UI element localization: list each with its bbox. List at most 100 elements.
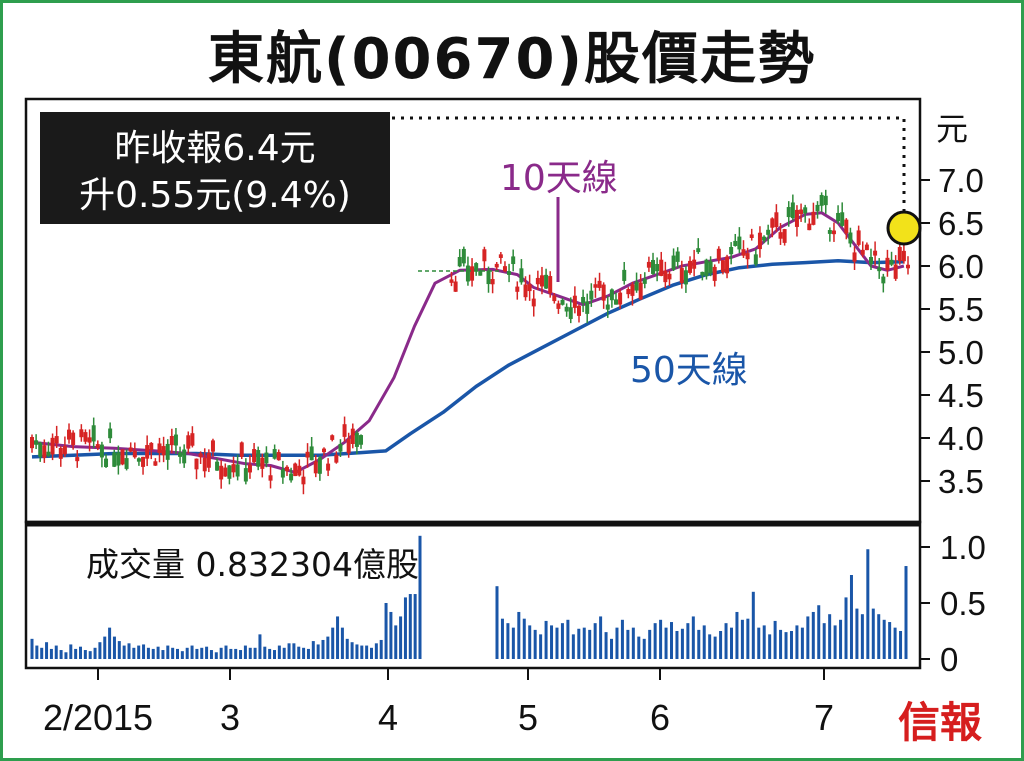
candle-body [609,289,614,301]
volume-bar [365,645,369,659]
price-axis: 3.5 4.0 4.5 5.0 5.5 6.0 6.5 7.0 [920,162,984,500]
volume-bar [648,629,652,659]
candle-body [663,270,668,283]
candle-body [531,298,536,307]
volume-bar [784,632,788,659]
candle-body [474,263,479,272]
volume-label: 成交量 0.832304億股 [86,545,419,584]
candle-body [646,261,651,268]
volume-bar [588,629,592,659]
candle-body [494,263,499,268]
volume-bar [822,623,826,659]
candle-body [576,305,581,316]
candle-body [157,443,162,453]
candle-body [350,428,355,444]
candle-body [112,452,117,467]
volume-bar [384,603,388,659]
volume-bar [620,619,624,659]
time-tick-label: 7 [814,697,834,738]
volume-bar [582,627,586,659]
candle-body [881,276,886,284]
volume-bar [69,644,73,659]
volume-bar [268,648,272,659]
price-tick-label: 5.5 [938,291,984,328]
candle-body [782,229,787,243]
volume-bar [691,616,695,659]
volume-bar [234,648,238,659]
volume-bar [522,618,526,659]
volume-bar [176,648,179,659]
candle-body [449,279,454,283]
volume-bar [83,650,87,659]
candle-body [897,247,902,261]
candle-body [498,254,503,258]
volume-bar [205,646,209,659]
candle-body [169,435,174,446]
candle-body [54,436,59,444]
candle-body [280,469,285,478]
candle-body [235,464,240,477]
volume-bar [626,629,630,659]
candle-body [83,432,88,442]
volume-bar [828,614,832,659]
volume-bar [394,625,398,659]
candle-body [453,281,458,292]
volume-bar [631,627,635,659]
volume-bar [258,634,262,659]
candle-body [128,447,133,452]
candle-body [749,234,754,238]
ma10-label: 10天線 [500,158,618,199]
volume-bar [306,648,310,659]
volume-bar [768,634,772,659]
candle-body [873,250,878,256]
volume-bar [336,616,340,659]
candle-body [581,296,586,304]
volume-bar [195,648,199,659]
volume-bar [302,647,306,659]
candle-body [860,249,865,255]
candle-body [548,276,553,294]
candle-body [289,473,294,481]
candle-body [811,211,816,225]
candle-body [141,456,146,467]
candle-body [679,268,684,284]
candle-body [322,448,326,453]
candle-body [568,307,573,319]
candle-body [725,256,730,274]
price-tick-label: 7.0 [938,162,984,199]
price-tick-label: 4.5 [938,377,984,414]
volume-bar [899,631,903,659]
volume-bar [888,622,892,659]
candle-body [803,207,808,214]
candle-body [507,271,512,275]
candle-body [223,467,228,477]
candle-body [75,457,80,462]
ma50-path [31,259,904,459]
volume-bar [297,646,301,659]
candle-body [840,212,845,226]
candle-body [560,299,565,305]
candle-body [757,232,762,250]
candle-body [815,204,820,212]
volume-bar [539,634,543,659]
candle-body [116,452,121,466]
volume-bar [88,651,92,659]
info-line-1: 昨收報6.4元 [114,128,315,169]
candle-body [848,232,853,244]
candle-body [46,451,51,456]
price-tick-label: 6.5 [938,205,984,242]
candle-body [338,443,343,452]
volume-bar [506,623,510,659]
candle-body [313,461,318,474]
volume-bar [79,646,82,659]
volume-bar [844,597,848,659]
volume-bar [108,627,112,659]
time-tick-label: 4 [378,697,398,738]
volume-bar [209,650,213,659]
candle-body [30,437,34,449]
candle-body [104,458,109,468]
candle-body [136,458,141,462]
candle-body [799,209,804,215]
time-tick-label: 5 [518,697,538,738]
candle-body [334,454,339,463]
